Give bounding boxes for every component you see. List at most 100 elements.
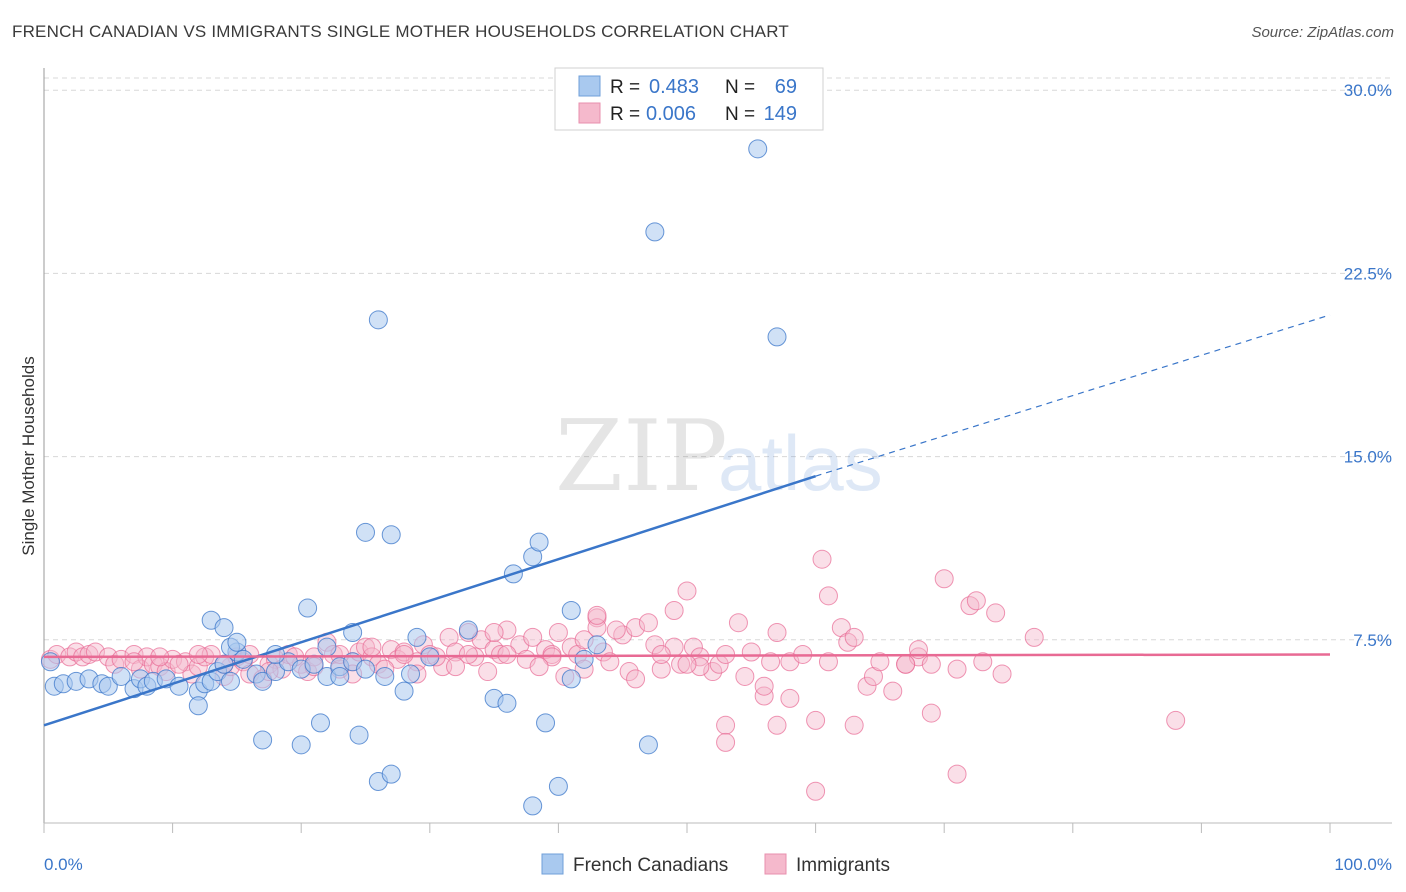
- series-legend-swatch-pink: [764, 853, 787, 875]
- point-immigrants: [703, 662, 723, 682]
- point-immigrants: [973, 652, 993, 672]
- gridlines: [44, 77, 1392, 641]
- point-immigrants: [626, 618, 646, 638]
- chart-title: FRENCH CANADIAN VS IMMIGRANTS SINGLE MOT…: [12, 22, 789, 41]
- legend-r-value-pink: 0.006: [646, 103, 696, 125]
- point-french-canadians: [536, 713, 556, 733]
- point-immigrants: [478, 662, 498, 682]
- legend-swatch-pink: [578, 102, 601, 124]
- point-immigrants: [960, 596, 980, 616]
- point-immigrants: [947, 659, 967, 679]
- point-immigrants: [677, 581, 697, 601]
- point-french-canadians: [407, 627, 427, 647]
- correlation-legend: R = 0.483 N = 69 R = 0.006 N = 149: [554, 67, 824, 131]
- point-immigrants: [857, 676, 877, 696]
- point-french-canadians: [356, 522, 375, 542]
- point-immigrants: [986, 603, 1006, 623]
- point-french-canadians: [214, 618, 234, 638]
- watermark-zip: ZIP: [555, 400, 728, 514]
- point-immigrants: [626, 669, 646, 689]
- point-french-canadians: [40, 652, 60, 672]
- point-french-canadians: [381, 525, 401, 545]
- point-immigrants: [761, 652, 781, 672]
- series-french-canadians: [40, 139, 787, 816]
- point-french-canadians: [330, 666, 350, 686]
- point-immigrants: [529, 657, 549, 677]
- point-french-canadians: [458, 620, 478, 640]
- point-immigrants: [638, 613, 658, 633]
- point-french-canadians: [310, 713, 330, 733]
- watermark: ZIP atlas: [555, 400, 883, 514]
- point-immigrants: [388, 649, 408, 669]
- point-immigrants: [716, 732, 736, 752]
- point-immigrants: [169, 654, 189, 674]
- point-french-canadians: [368, 310, 388, 330]
- point-immigrants: [536, 640, 556, 660]
- point-immigrants: [896, 654, 916, 674]
- point-french-canadians: [375, 666, 395, 686]
- y-tick-label: 15.0%: [1344, 448, 1392, 467]
- point-french-canadians: [111, 666, 131, 686]
- point-immigrants: [1024, 627, 1044, 647]
- point-french-canadians: [523, 796, 543, 816]
- point-immigrants: [587, 605, 607, 625]
- legend-r-value-blue: 0.483: [649, 76, 699, 98]
- series-legend: French Canadians Immigrants: [541, 853, 890, 876]
- point-french-canadians: [638, 735, 658, 755]
- point-immigrants: [806, 781, 826, 801]
- point-french-canadians: [227, 632, 247, 652]
- legend-r-label-pink: R =: [610, 104, 640, 125]
- point-french-canadians: [349, 725, 369, 745]
- point-immigrants: [716, 715, 736, 735]
- watermark-atlas: atlas: [718, 419, 883, 507]
- point-immigrants: [651, 659, 671, 679]
- point-immigrants: [818, 586, 838, 606]
- point-immigrants: [458, 644, 478, 664]
- point-french-canadians: [497, 693, 517, 713]
- legend-swatch-blue: [578, 75, 601, 97]
- point-immigrants: [491, 644, 511, 664]
- trend-lines: [43, 314, 1331, 727]
- point-french-canadians: [561, 600, 581, 620]
- point-french-canadians: [356, 659, 375, 679]
- point-immigrants: [754, 676, 774, 696]
- point-immigrants: [619, 662, 639, 682]
- point-immigrants: [780, 688, 800, 708]
- point-french-canadians: [561, 669, 581, 689]
- point-immigrants: [966, 591, 986, 611]
- point-french-canadians: [645, 222, 665, 242]
- point-immigrants: [484, 622, 504, 642]
- point-french-canadians: [169, 676, 189, 696]
- point-immigrants: [818, 652, 838, 672]
- point-immigrants: [1166, 710, 1186, 730]
- point-french-canadians: [401, 664, 421, 684]
- trend-line-immigrants: [43, 653, 1331, 659]
- point-immigrants: [484, 640, 504, 660]
- point-french-canadians: [220, 671, 240, 691]
- point-immigrants: [497, 644, 517, 664]
- point-french-canadians: [381, 764, 401, 784]
- point-immigrants: [754, 686, 774, 706]
- point-immigrants: [651, 644, 671, 664]
- trend-line-french-canadians-extension: [815, 314, 1331, 477]
- y-axis-label: Single Mother Households: [19, 356, 38, 555]
- point-immigrants: [812, 549, 832, 569]
- y-tick-label: 7.5%: [1353, 631, 1392, 650]
- point-immigrants: [188, 644, 208, 664]
- trend-line-french-canadians: [43, 474, 816, 727]
- point-immigrants: [921, 703, 941, 723]
- point-immigrants: [767, 715, 787, 735]
- point-immigrants: [446, 657, 466, 677]
- point-immigrants: [806, 710, 826, 730]
- point-immigrants: [362, 637, 382, 657]
- point-french-canadians: [298, 598, 318, 618]
- point-french-canadians: [548, 776, 568, 796]
- point-immigrants: [838, 632, 858, 652]
- y-tick-label: 22.5%: [1344, 264, 1392, 283]
- point-french-canadians: [98, 676, 118, 696]
- legend-n-label-pink: N =: [725, 104, 755, 125]
- series-legend-swatch-blue: [541, 853, 564, 875]
- legend-n-value-blue: 69: [775, 76, 797, 98]
- point-immigrants: [992, 664, 1012, 684]
